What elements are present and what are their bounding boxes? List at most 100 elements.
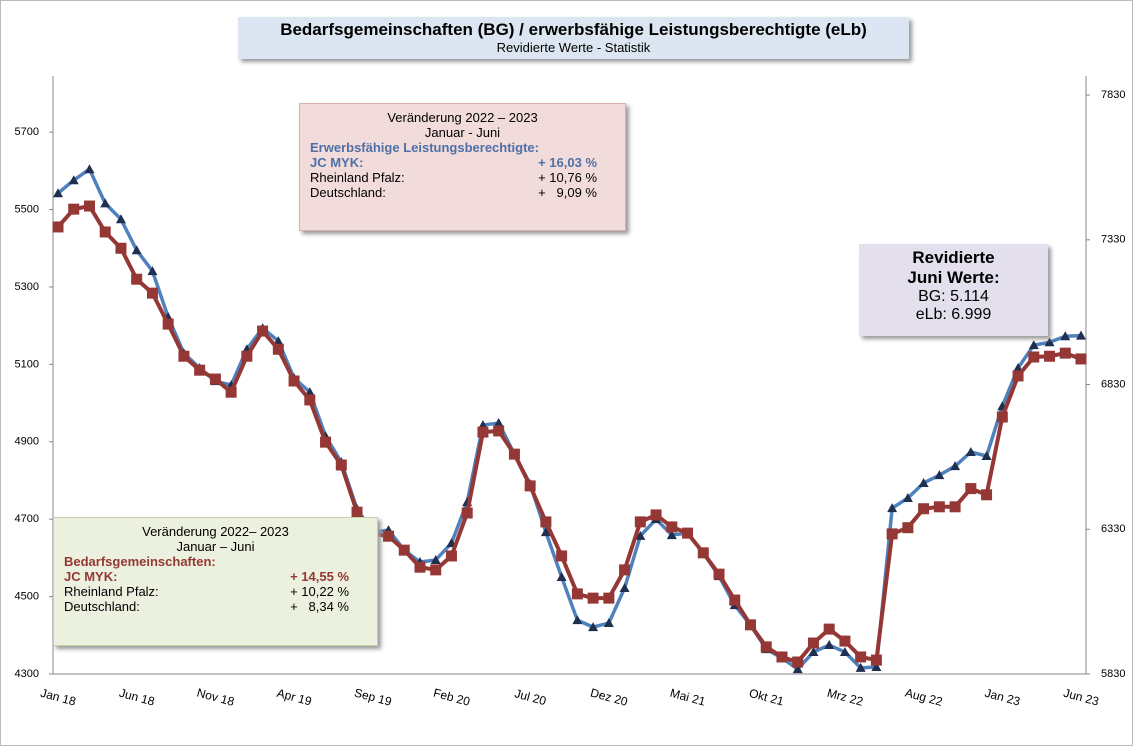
- row-label: JC MYK:: [310, 155, 364, 170]
- y2-tick-label: 5830: [1101, 668, 1125, 680]
- marker-square: [697, 547, 709, 559]
- marker-square: [209, 373, 221, 385]
- row-value: + 14,55 %: [290, 569, 349, 584]
- marker-square: [965, 483, 977, 495]
- marker-triangle: [556, 572, 567, 582]
- y-tick-label: 4500: [15, 590, 39, 602]
- marker-triangle: [430, 554, 441, 564]
- marker-square: [650, 509, 662, 521]
- marker-triangle: [572, 615, 583, 625]
- marker-square: [1028, 351, 1040, 363]
- annotation-line: Veränderung 2022– 2023: [142, 524, 289, 539]
- y-tick-label: 5500: [15, 203, 39, 215]
- annotation-line: Erwerbsfähige Leistungsberechtigte:: [310, 140, 539, 155]
- marker-triangle: [540, 527, 551, 537]
- marker-square: [603, 592, 615, 604]
- marker-triangle: [871, 662, 882, 672]
- marker-square: [634, 516, 646, 528]
- row-label: Deutschland:: [64, 599, 140, 614]
- marker-triangle: [965, 446, 976, 456]
- marker-triangle: [1013, 363, 1024, 373]
- marker-square: [445, 550, 457, 562]
- marker-square: [713, 568, 725, 580]
- marker-triangle: [855, 662, 866, 672]
- marker-square: [823, 623, 835, 635]
- chart-subtitle: Revidierte Werte - Statistik: [496, 40, 651, 55]
- marker-square: [493, 425, 505, 437]
- annotation-row: Rheinland Pfalz: + 10,22 %: [64, 584, 367, 599]
- x-tick-label: Jan 18: [39, 686, 78, 709]
- marker-square: [225, 386, 237, 398]
- marker-square: [68, 203, 80, 215]
- x-tick-label: Dez 20: [589, 686, 630, 709]
- marker-triangle: [950, 461, 961, 471]
- marker-square: [729, 594, 741, 606]
- row-label: Deutschland:: [310, 185, 386, 200]
- y2-tick-label: 6830: [1101, 378, 1125, 390]
- marker-triangle: [1076, 330, 1086, 340]
- marker-triangle: [981, 451, 992, 461]
- marker-square: [335, 459, 347, 471]
- marker-square: [131, 273, 143, 285]
- marker-square: [807, 637, 819, 649]
- marker-square: [1075, 353, 1087, 365]
- x-tick-label: Okt 21: [748, 686, 786, 709]
- annotation-line: Juni Werte:: [907, 268, 1000, 287]
- marker-square: [792, 656, 804, 668]
- marker-square: [540, 516, 552, 528]
- row-value: + 10,76 %: [538, 170, 597, 185]
- marker-square: [902, 522, 914, 534]
- marker-triangle: [115, 214, 126, 224]
- y-tick-label: 5100: [15, 358, 39, 370]
- y-tick-label: 4300: [15, 668, 39, 680]
- marker-triangle: [635, 530, 646, 540]
- marker-triangle: [147, 266, 158, 276]
- marker-square: [1059, 347, 1071, 359]
- marker-square: [918, 503, 930, 515]
- marker-square: [1044, 350, 1056, 362]
- y-tick-label: 4900: [15, 436, 39, 448]
- marker-triangle: [887, 503, 898, 513]
- annotation-line: Januar – Juni: [176, 539, 255, 554]
- row-value: + 8,34 %: [290, 599, 349, 614]
- annotation-row: Deutschland: + 8,34 %: [64, 599, 367, 614]
- x-tick-label: Feb 20: [432, 686, 472, 709]
- marker-triangle: [100, 198, 111, 208]
- row-label: JC MYK:: [64, 569, 118, 584]
- marker-triangle: [273, 336, 284, 346]
- marker-square: [241, 350, 253, 362]
- row-value: + 16,03 %: [538, 155, 597, 170]
- marker-square: [162, 318, 174, 330]
- y2-tick-label: 6330: [1101, 523, 1125, 535]
- y-tick-label: 4700: [15, 513, 39, 525]
- x-tick-label: Mrz 22: [826, 686, 865, 709]
- annotation-line: Bedarfsgemeinschaften:: [64, 554, 216, 569]
- marker-square: [587, 592, 599, 604]
- x-tick-label: Nov 18: [195, 686, 236, 709]
- marker-square: [996, 411, 1008, 423]
- marker-square: [304, 394, 316, 406]
- marker-triangle: [493, 418, 504, 428]
- x-tick-label: Jan 23: [983, 686, 1022, 709]
- marker-square: [744, 619, 756, 631]
- row-value: + 10,22 %: [290, 584, 349, 599]
- x-tick-label: Sep 19: [353, 686, 394, 709]
- marker-square: [886, 528, 898, 540]
- y2-tick-label: 7830: [1101, 89, 1125, 101]
- y-tick-label: 5700: [15, 126, 39, 138]
- x-tick-label: Jun 18: [118, 686, 157, 709]
- title-box: Bedarfsgemeinschaften (BG) / erwerbsfähi…: [238, 17, 909, 59]
- marker-triangle: [902, 493, 913, 503]
- marker-square: [146, 287, 158, 299]
- marker-square: [933, 501, 945, 513]
- marker-square: [477, 426, 489, 438]
- annotation-box: Veränderung 2022 – 2023 Januar - Juni Er…: [299, 103, 626, 231]
- marker-square: [508, 448, 520, 460]
- x-tick-label: Apr 19: [275, 686, 313, 709]
- marker-square: [776, 651, 788, 663]
- x-tick-label: Jul 20: [513, 686, 548, 708]
- marker-triangle: [131, 245, 142, 255]
- marker-square: [619, 564, 631, 576]
- y2-tick-label: 7330: [1101, 234, 1125, 246]
